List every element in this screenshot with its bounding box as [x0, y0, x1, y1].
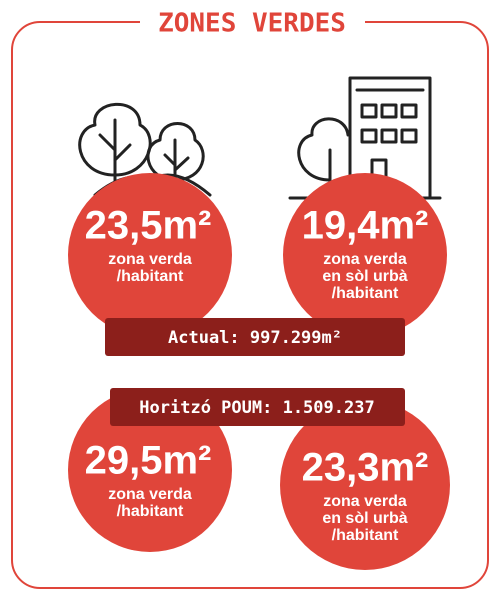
stat-text: /habitant — [117, 268, 184, 285]
stat-circle — [280, 400, 450, 570]
stat-text: /habitant — [332, 527, 399, 544]
banner-text: Horitzó POUM: 1.509.237 — [139, 398, 374, 418]
banner-text: Actual: 997.299m² — [168, 328, 342, 348]
stat-value: 29,5m² — [85, 439, 212, 483]
stat-text: en sòl urbà — [322, 268, 407, 285]
stat-value: 19,4m² — [302, 204, 429, 248]
title: ZONES VERDES — [158, 9, 346, 39]
stat-value: 23,5m² — [85, 204, 212, 248]
stat-circle — [283, 173, 447, 337]
stat-text: /habitant — [117, 503, 184, 520]
stat-text: zona verda — [323, 493, 407, 510]
stat-text: en sòl urbà — [322, 510, 407, 527]
stat-text: zona verda — [323, 251, 407, 268]
stat-value: 23,3m² — [302, 446, 429, 490]
banner — [105, 318, 405, 356]
stat-circle — [68, 173, 232, 337]
banner — [110, 388, 405, 426]
stat-text: zona verda — [108, 251, 192, 268]
stat-circle — [68, 388, 232, 552]
stat-text: zona verda — [108, 486, 192, 503]
title-bg — [140, 6, 365, 38]
stat-text: /habitant — [332, 285, 399, 302]
